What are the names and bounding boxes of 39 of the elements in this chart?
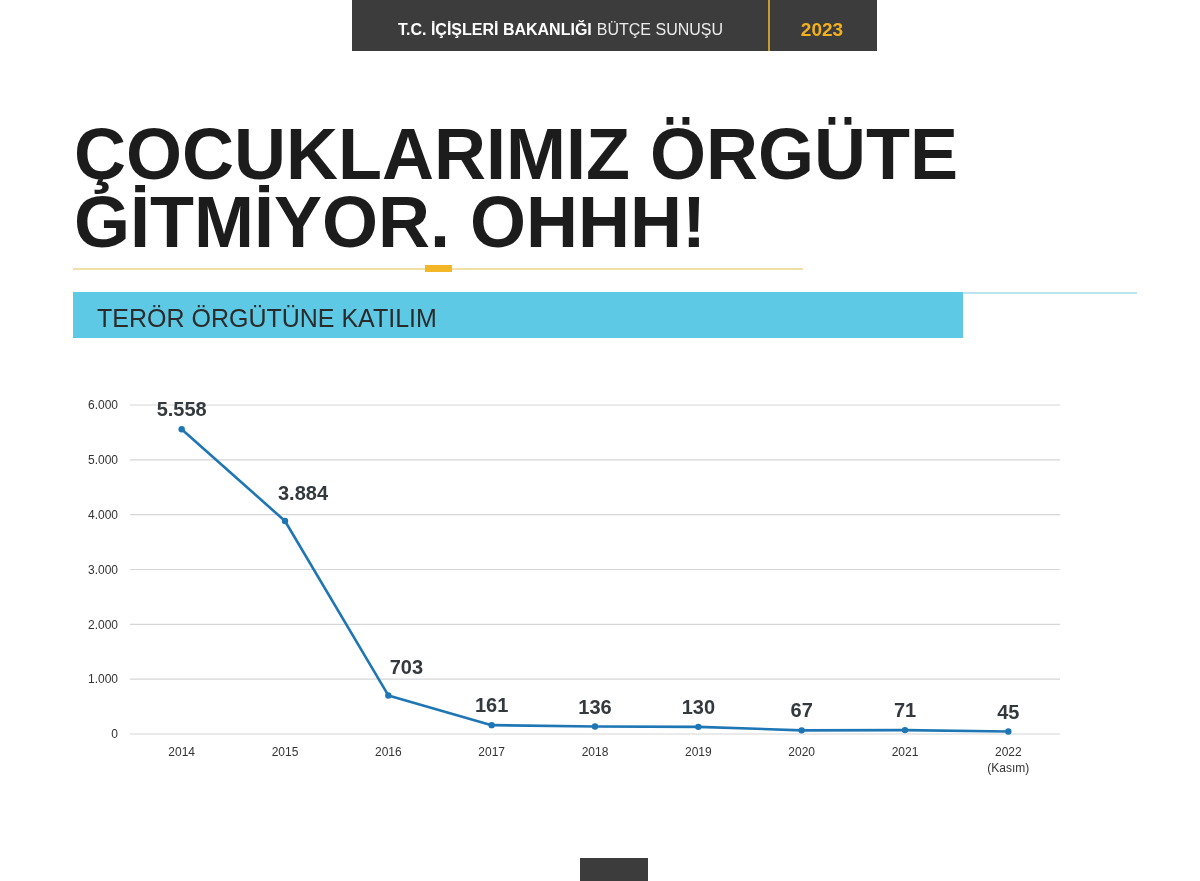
chart-subtitle: TERÖR ÖRGÜTÜNE KATILIM <box>97 304 437 332</box>
data-label: 161 <box>474 694 509 717</box>
data-label: 3.884 <box>277 482 329 505</box>
y-tick-label: 2.000 <box>87 617 119 632</box>
point <box>901 726 909 734</box>
data-label: 130 <box>681 695 716 718</box>
point <box>591 723 599 730</box>
x-tick-label: 2016 <box>374 745 402 759</box>
x-tick-label: 2018 <box>581 745 609 759</box>
point <box>1005 728 1012 735</box>
chart-title: ÇOCUKLARIMIZ ÖRGÜTE GİTMİYOR. OHHH! <box>74 114 958 262</box>
y-tick-label: 3.000 <box>87 562 119 577</box>
point <box>178 426 185 433</box>
x-tick-label: 2021 <box>891 745 919 759</box>
data-label: 136 <box>578 695 612 718</box>
data-label: 71 <box>893 699 917 722</box>
text: BÜTÇE SUNUŞU <box>596 21 724 38</box>
data-label: 45 <box>997 700 1020 723</box>
text: T.C. İÇİŞLERİ BAKANLIĞI <box>398 20 592 38</box>
point <box>385 692 392 699</box>
y-tick-label: 0 <box>111 727 119 742</box>
point <box>488 721 495 729</box>
text: 2023 <box>800 19 844 40</box>
point <box>798 727 805 734</box>
point <box>281 517 289 525</box>
point <box>695 723 702 731</box>
x-tick-label: 2019 <box>684 745 712 759</box>
x-tick-label: 2014 <box>168 745 196 759</box>
y-tick-label: 4.000 <box>87 507 119 522</box>
x-tick-label: 2017 <box>478 745 506 759</box>
data-label: 703 <box>389 656 424 679</box>
y-tick-label: 1.000 <box>87 672 119 687</box>
x-tick-label: 2022 (Kasım) <box>987 745 1030 775</box>
x-tick-label: 2015 <box>271 745 299 759</box>
data-label: 5.558 <box>156 398 207 421</box>
x-tick-label: 2020 <box>788 745 816 759</box>
data-label: 67 <box>790 699 813 722</box>
y-tick-label: 5.000 <box>87 453 119 468</box>
y-tick-label: 6.000 <box>87 398 119 413</box>
